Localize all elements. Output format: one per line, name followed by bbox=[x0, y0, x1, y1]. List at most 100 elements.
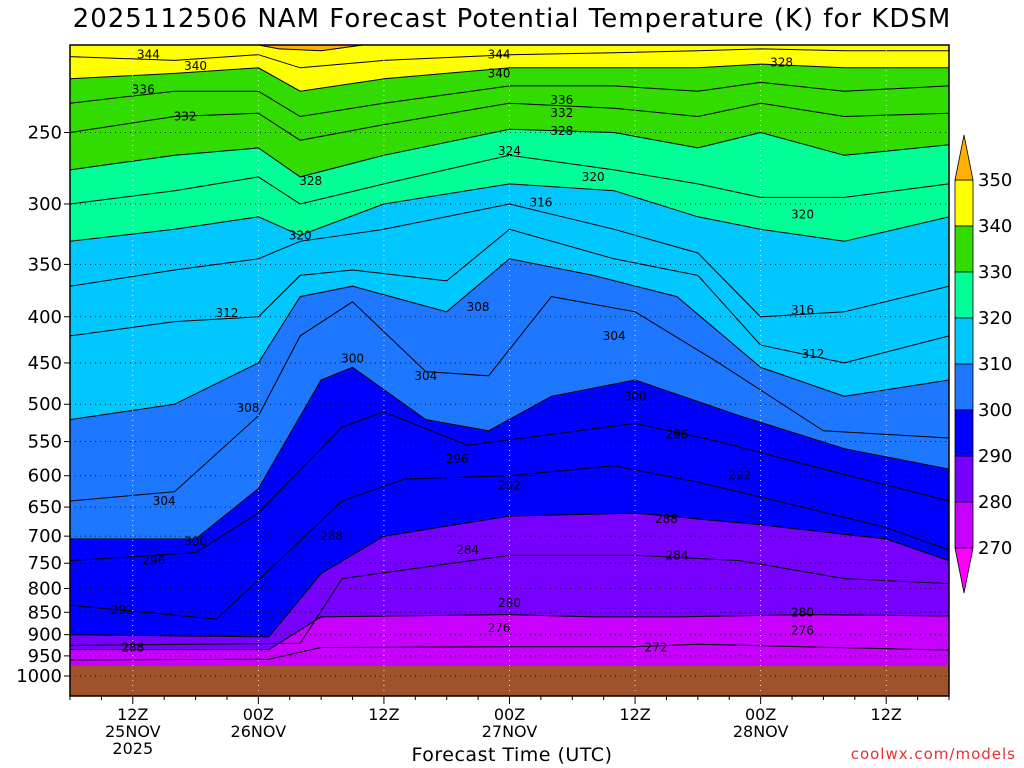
contour-label: 332 bbox=[550, 106, 573, 120]
contour-label: 344 bbox=[137, 48, 160, 62]
x-tick-date: 27NOV bbox=[482, 722, 538, 741]
contour-label: 304 bbox=[603, 329, 626, 343]
x-tick-label: 00Z bbox=[745, 705, 776, 724]
isentrope-300 bbox=[70, 366, 949, 540]
x-tick-label: 12Z bbox=[368, 705, 399, 724]
isentrope-296 bbox=[70, 411, 949, 562]
x-tick-label: 12Z bbox=[871, 705, 902, 724]
theta-fills bbox=[70, 45, 949, 696]
x-tick-label: 00Z bbox=[243, 705, 274, 724]
isentrope-284 bbox=[70, 554, 949, 646]
x-tick-label: 12Z bbox=[117, 705, 148, 724]
contour-label: 340 bbox=[488, 66, 511, 80]
colorbar-segment bbox=[954, 179, 974, 227]
y-tick-label: 700 bbox=[28, 526, 62, 547]
colorbar-label: 330 bbox=[978, 262, 1012, 283]
contour-label: 308 bbox=[467, 300, 490, 314]
colorbar-label: 300 bbox=[978, 400, 1012, 421]
y-tick-label: 750 bbox=[28, 553, 62, 574]
contour-label: 300 bbox=[184, 535, 207, 549]
colorbar-label: 350 bbox=[978, 170, 1012, 191]
contour-label: 312 bbox=[216, 306, 239, 320]
colorbar-extend-top bbox=[954, 134, 974, 181]
contour-label: 288 bbox=[655, 512, 678, 526]
y-tick-label: 950 bbox=[28, 646, 62, 667]
isentrope-312 bbox=[70, 228, 949, 364]
y-tick-label: 400 bbox=[28, 307, 62, 328]
contour-labels: 3443403363323443403363323283243203163283… bbox=[111, 48, 825, 655]
contour-label: 320 bbox=[791, 207, 814, 221]
x-tick-label: 12Z bbox=[619, 705, 650, 724]
colorbar-segment bbox=[954, 455, 974, 503]
x-tick-date: 25NOV bbox=[105, 722, 161, 741]
contour-label: 296 bbox=[142, 554, 165, 568]
contour-label: 280 bbox=[791, 605, 814, 619]
grid bbox=[70, 45, 949, 696]
colorbar-label: 290 bbox=[978, 446, 1012, 467]
contour-label: 284 bbox=[665, 548, 688, 562]
contour-label: 300 bbox=[624, 389, 647, 403]
colorbar-segment bbox=[954, 409, 974, 457]
colorbar-label: 270 bbox=[978, 538, 1012, 559]
x-tick-year: 2025 bbox=[112, 739, 153, 758]
contour-label: 296 bbox=[446, 452, 469, 466]
contour-label: 284 bbox=[456, 543, 479, 557]
contour-label: 292 bbox=[111, 603, 134, 617]
contour-label: 320 bbox=[289, 228, 312, 242]
contour-label: 340 bbox=[184, 59, 207, 73]
y-tick-label: 350 bbox=[28, 254, 62, 275]
contour-label: 316 bbox=[791, 303, 814, 317]
contour-label: 272 bbox=[645, 641, 668, 655]
y-tick-label: 500 bbox=[28, 394, 62, 415]
contour-label: 336 bbox=[550, 93, 573, 107]
isentrope-316 bbox=[70, 203, 949, 318]
contour-label: 276 bbox=[791, 623, 814, 637]
contour-label: 312 bbox=[802, 347, 825, 361]
y-tick-label: 800 bbox=[28, 579, 62, 600]
chart-title: 2025112506 NAM Forecast Potential Temper… bbox=[72, 4, 952, 34]
contour-label: 300 bbox=[341, 352, 364, 366]
y-tick-label: 250 bbox=[28, 122, 62, 143]
contour-label: 336 bbox=[132, 82, 155, 96]
isentrope-328 bbox=[70, 128, 949, 178]
isentrope-350 bbox=[258, 45, 364, 52]
contour-label: 296 bbox=[665, 427, 688, 441]
credit-link[interactable]: coolwx.com/models bbox=[850, 745, 1016, 763]
isentrope-320 bbox=[70, 183, 949, 242]
colorbar-segment bbox=[954, 271, 974, 319]
contour-label: 328 bbox=[770, 55, 793, 69]
colorbar-label: 320 bbox=[978, 308, 1012, 329]
y-tick-label: 550 bbox=[28, 432, 62, 453]
contour-label: 328 bbox=[550, 124, 573, 138]
isentrope-344 bbox=[70, 48, 949, 69]
isentrope-304 bbox=[70, 296, 949, 502]
colorbar-label: 280 bbox=[978, 492, 1012, 513]
contour-label: 308 bbox=[236, 401, 259, 415]
x-tick-label: 00Z bbox=[494, 705, 525, 724]
contour-label: 332 bbox=[174, 109, 197, 123]
contour-label: 324 bbox=[498, 144, 521, 158]
contour-label: 288 bbox=[320, 529, 343, 543]
colorbar-label: 340 bbox=[978, 216, 1012, 237]
isentrope-340 bbox=[70, 63, 949, 92]
contour-label: 276 bbox=[488, 621, 511, 635]
y-tick-label: 300 bbox=[28, 194, 62, 215]
y-tick-label: 600 bbox=[28, 466, 62, 487]
isentrope-280 bbox=[70, 614, 949, 651]
y-axis: 2503003504004505005506006507007508008509… bbox=[16, 122, 70, 687]
contour-label: 304 bbox=[153, 494, 176, 508]
y-tick-label: 650 bbox=[28, 497, 62, 518]
x-tick-date: 26NOV bbox=[231, 722, 287, 741]
x-tick-date: 28NOV bbox=[733, 722, 789, 741]
colorbar-segment bbox=[954, 225, 974, 273]
isentrope-308 bbox=[70, 258, 949, 421]
isentrope-276 bbox=[70, 643, 949, 661]
contour-label: 280 bbox=[498, 596, 521, 610]
contour-label: 344 bbox=[488, 48, 511, 62]
y-tick-label: 450 bbox=[28, 353, 62, 374]
x-axis-title: Forecast Time (UTC) bbox=[411, 744, 613, 766]
contour-label: 304 bbox=[414, 369, 437, 383]
contour-label: 328 bbox=[299, 174, 322, 188]
y-tick-label: 900 bbox=[28, 625, 62, 646]
